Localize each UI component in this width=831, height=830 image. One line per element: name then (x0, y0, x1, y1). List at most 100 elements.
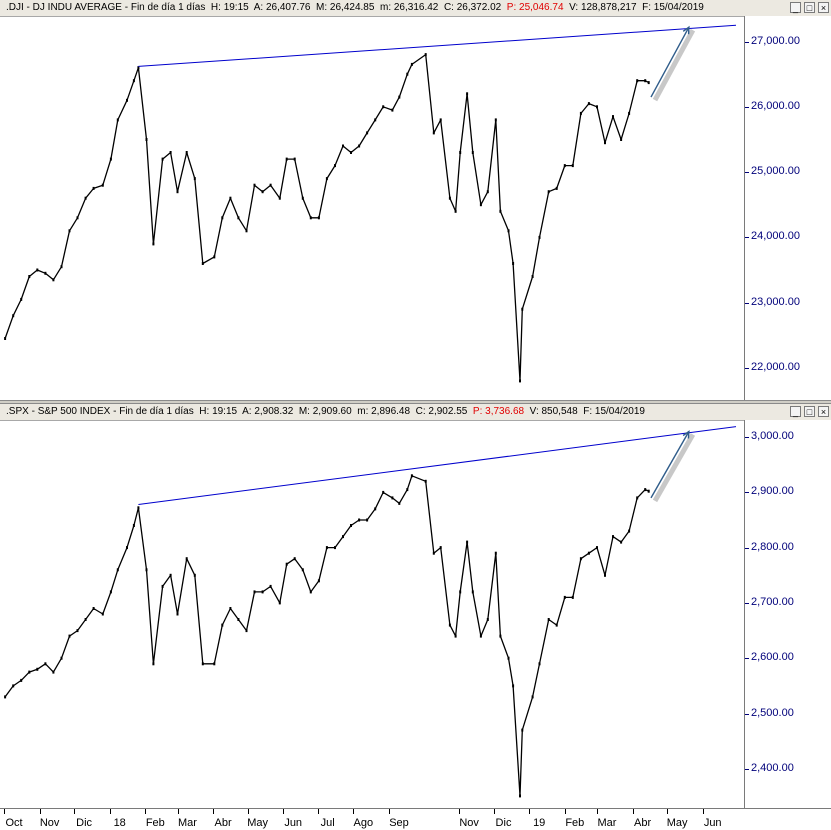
price-point (391, 496, 394, 500)
price-point (20, 297, 23, 301)
price-point (109, 157, 112, 161)
spx-v-label: V: (529, 406, 539, 417)
x-tick-label: Jun (703, 817, 722, 829)
projection-arrow[interactable] (650, 26, 690, 98)
price-point (647, 81, 650, 85)
price-point (278, 196, 281, 200)
dji-h-value: 19:15 (223, 2, 249, 13)
price-point (132, 79, 135, 83)
price-point (454, 634, 457, 638)
dji-p-value: 25,046.74 (519, 2, 564, 13)
x-tick-label: Sep (389, 817, 409, 829)
price-point (176, 612, 179, 616)
x-tick-mark (389, 809, 390, 814)
price-point (76, 629, 79, 633)
y-tick-mark (745, 237, 749, 239)
spx-symbol: .SPX (6, 406, 29, 417)
price-point (374, 507, 377, 511)
price-point (28, 275, 31, 278)
y-tick-mark (745, 602, 749, 604)
dji-minimize-button[interactable]: _ (790, 2, 801, 13)
x-tick-mark (459, 809, 461, 814)
price-point (309, 590, 312, 594)
price-point (334, 164, 336, 168)
dji-v-label: V: (569, 2, 579, 13)
y-tick-mark (745, 367, 749, 369)
price-point (169, 151, 172, 154)
price-point (596, 105, 598, 109)
x-tick-mark (213, 809, 215, 814)
x-tick-mark (109, 809, 111, 814)
y-tick-label: 3,000.00 (751, 430, 794, 443)
price-point (479, 203, 482, 207)
price-point (145, 568, 148, 572)
price-point (253, 183, 256, 187)
price-point (647, 489, 650, 493)
price-point (555, 623, 558, 627)
price-point (20, 678, 23, 682)
price-point (547, 618, 550, 621)
spx-maximize-button[interactable]: □ (804, 406, 815, 417)
price-point (101, 612, 104, 616)
price-point (68, 634, 71, 638)
price-point (92, 186, 95, 190)
spx-minimize-button[interactable]: _ (790, 406, 801, 417)
price-point (555, 186, 558, 190)
price-point (521, 307, 524, 311)
price-point (44, 662, 47, 666)
price-point (499, 634, 502, 638)
price-point (448, 623, 451, 627)
price-point (358, 518, 361, 522)
price-point (116, 568, 119, 572)
dji-f-value: 15/04/2019 (653, 2, 704, 13)
price-point (12, 314, 15, 318)
price-point (185, 557, 188, 561)
price-point (193, 177, 196, 181)
price-point (269, 584, 272, 588)
price-point (466, 92, 469, 96)
dji-v-value: 128,878,217 (580, 2, 637, 13)
x-tick-label: Abr (634, 817, 652, 829)
price-point (342, 535, 344, 539)
price-point (193, 573, 196, 577)
price-point (612, 535, 614, 539)
x-tick-label: Mar (178, 817, 197, 829)
x-tick-label: Nov (39, 817, 60, 829)
price-point (579, 111, 582, 115)
dji-mn-label: m: (379, 2, 392, 13)
projection-arrow[interactable] (650, 431, 690, 499)
price-point (382, 490, 385, 494)
spx-y-axis: 3,000.00 2,900.00 2,800.00 2,700.00 2,600.00… (744, 420, 831, 808)
x-tick-label: May (247, 817, 268, 829)
price-point (507, 656, 510, 660)
price-point (521, 728, 524, 732)
panel-divider[interactable] (0, 400, 831, 404)
price-point (587, 551, 590, 555)
price-point (366, 131, 369, 135)
price-point (350, 524, 352, 527)
price-point (410, 474, 413, 478)
resistance-trendline[interactable] (138, 426, 737, 505)
dji-close-button[interactable]: × (818, 2, 829, 13)
spx-period: Fin de día 1 días (119, 406, 194, 417)
x-tick-mark (529, 809, 531, 814)
spx-v-value: 850,548 (541, 406, 578, 417)
price-point (116, 118, 119, 122)
price-point (587, 102, 590, 106)
spx-f-value: 15/04/2019 (594, 406, 645, 417)
x-tick-mark (564, 809, 566, 814)
spx-c-value: 2,902.55 (428, 406, 468, 417)
spx-m-label: M: (298, 406, 310, 417)
x-tick-label: Dic (495, 817, 512, 829)
spx-close-button[interactable]: × (818, 406, 829, 417)
dji-mn-value: 26,316.42 (393, 2, 439, 13)
spx-mn-value: 2,896.48 (371, 406, 411, 417)
price-point (424, 53, 427, 57)
price-point (84, 196, 87, 200)
resistance-trendline[interactable] (138, 24, 737, 67)
y-tick-label: 25,000.00 (751, 165, 800, 178)
y-tick-label: 26,000.00 (751, 99, 800, 112)
x-tick-label: Oct (5, 817, 23, 829)
dji-maximize-button[interactable]: □ (804, 2, 815, 13)
price-point (571, 595, 574, 599)
